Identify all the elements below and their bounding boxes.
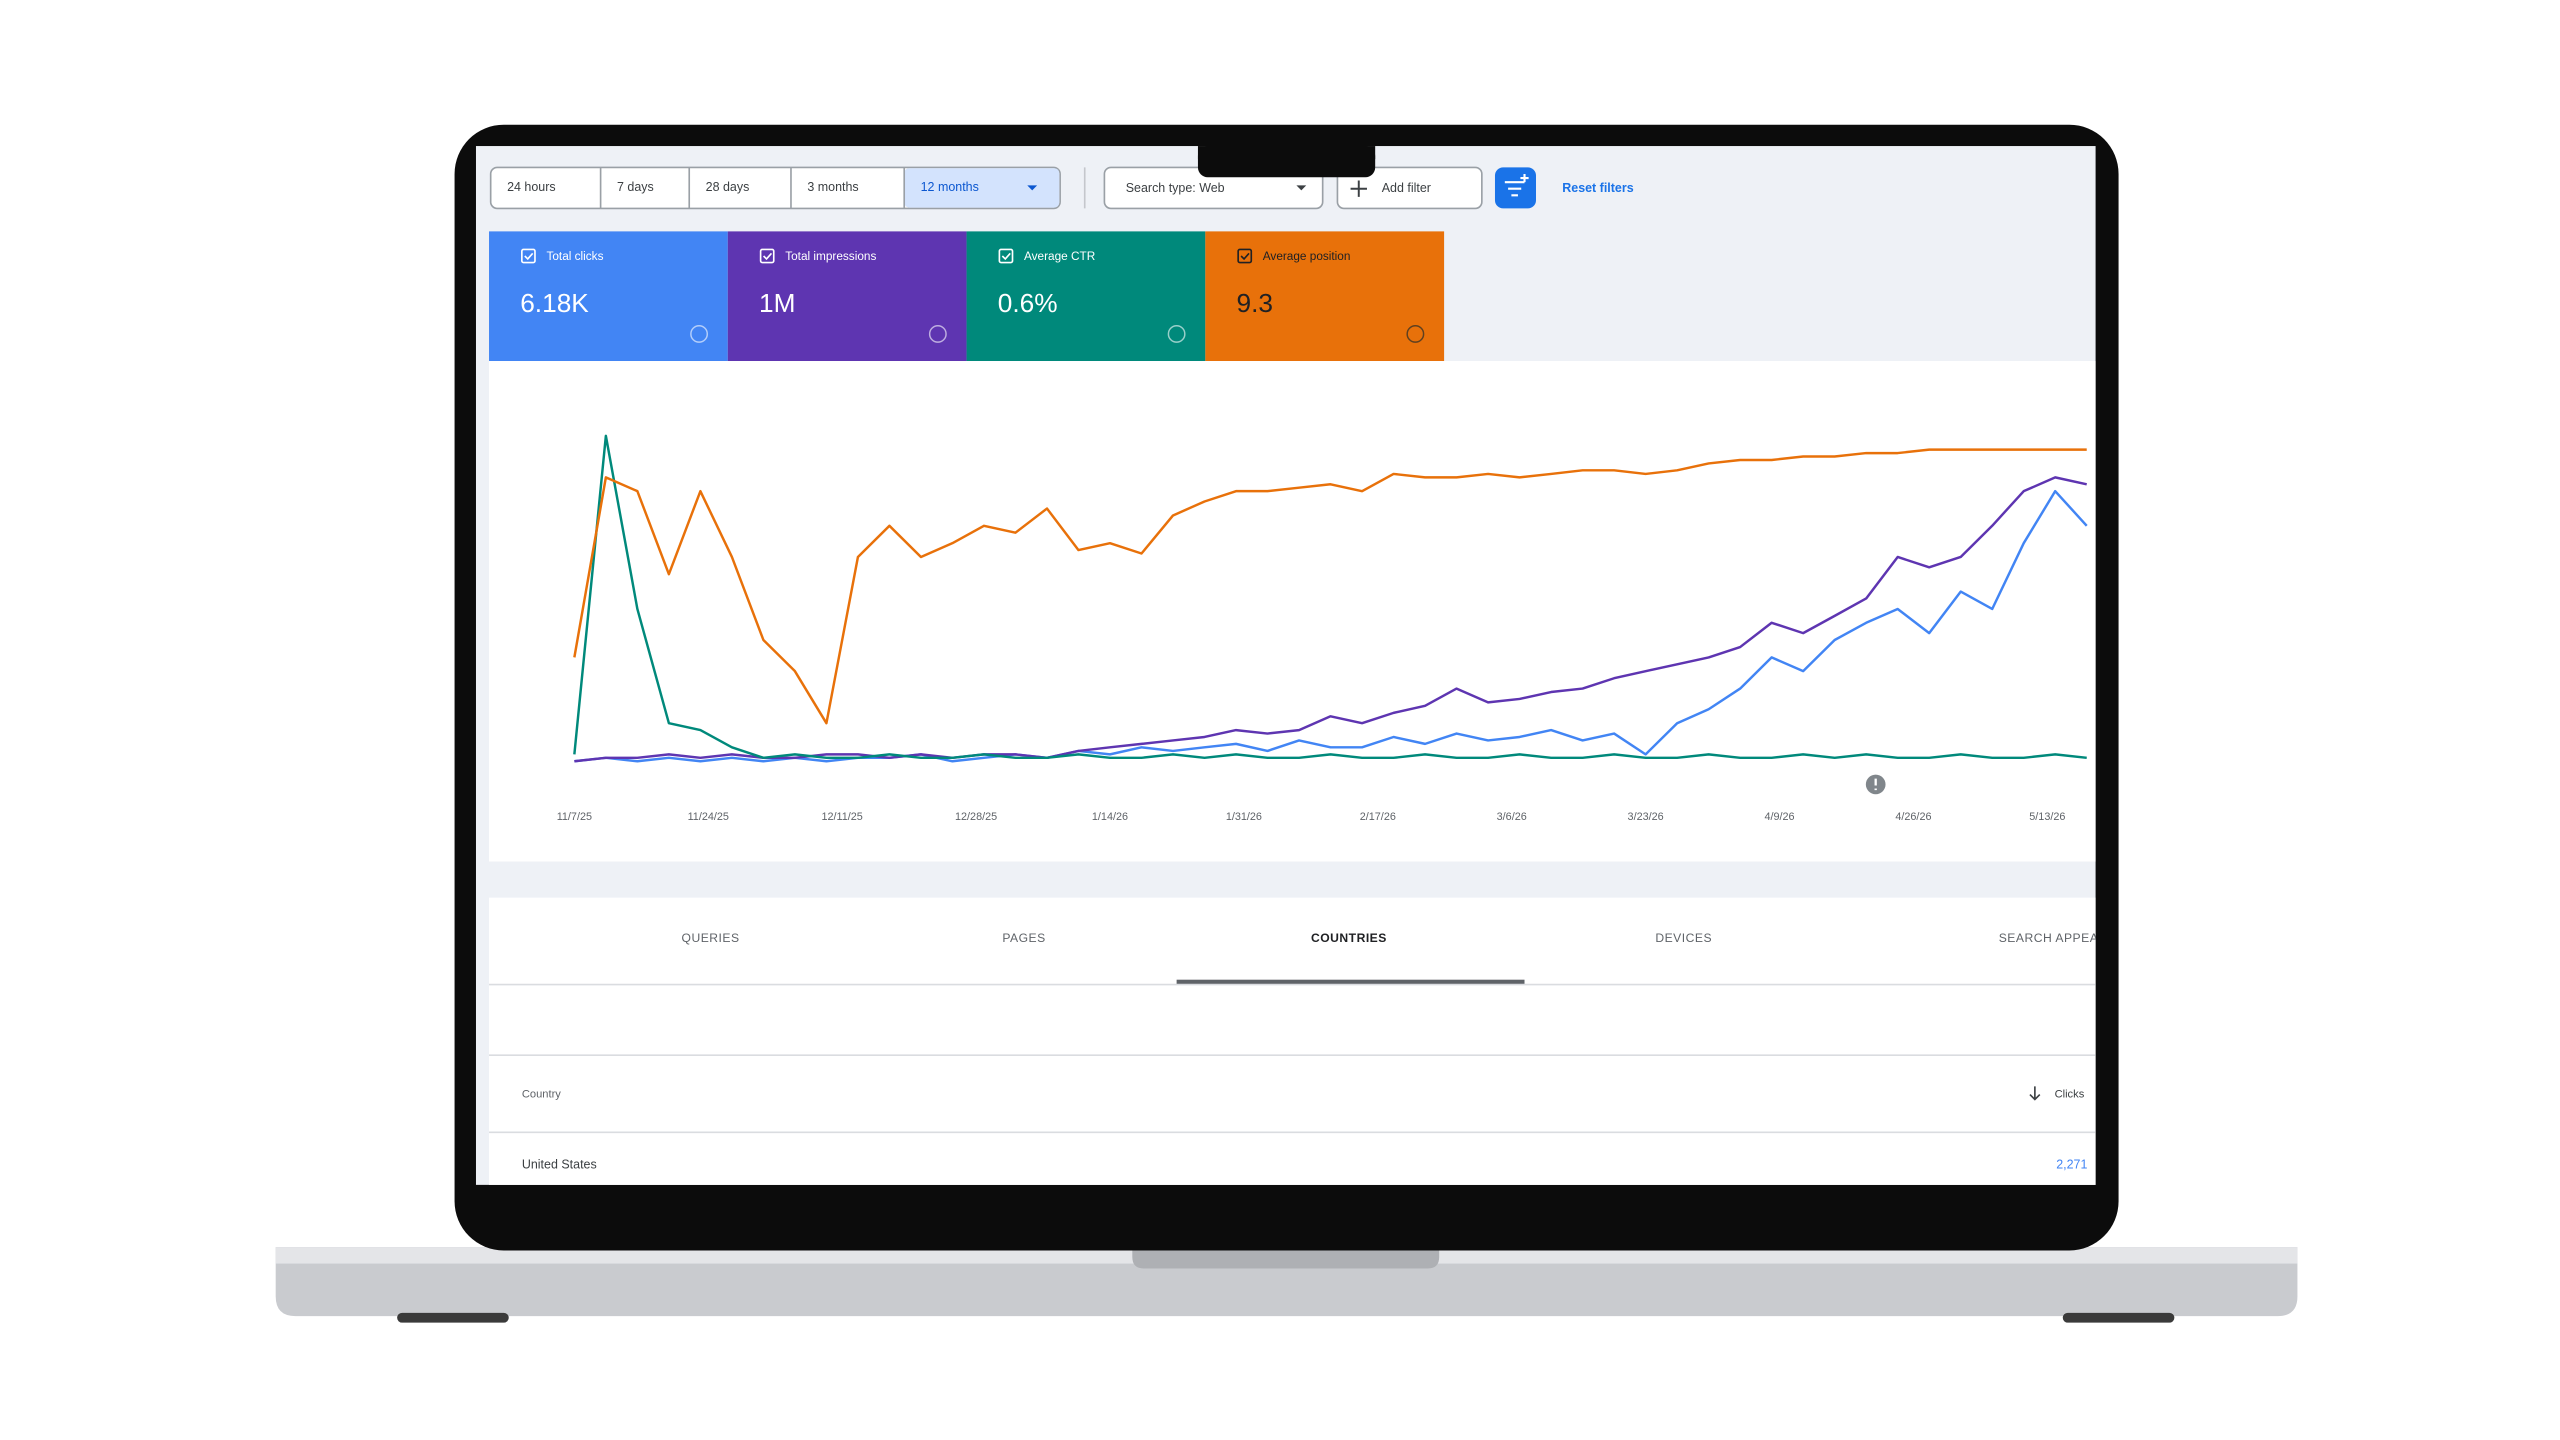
column-header[interactable]: Clicks — [2055, 1089, 2085, 1101]
tab[interactable]: DEVICES — [1655, 931, 1712, 945]
chart-panel — [489, 361, 2096, 862]
metric-label: Average CTR — [1024, 249, 1095, 263]
checkmark — [762, 252, 773, 261]
series-line — [573, 434, 2087, 760]
table-cell: United States — [522, 1157, 597, 1171]
tab-indicator — [1176, 979, 1525, 985]
camera-notch-top — [1197, 146, 1376, 160]
laptop-base — [275, 1247, 2298, 1317]
sort-arrow — [2029, 1086, 2041, 1101]
x-tick-label: 11/24/25 — [688, 811, 729, 823]
plus-icon — [1350, 180, 1367, 197]
x-tick-label: 11/7/25 — [557, 811, 592, 823]
range-option[interactable]: 3 months — [807, 180, 858, 194]
x-tick-label: 1/31/26 — [1226, 811, 1262, 823]
range-option[interactable]: 12 months — [921, 180, 979, 194]
reset-filters[interactable]: Reset filters — [1562, 181, 1633, 195]
filter-icon — [1504, 173, 1529, 197]
help-icon — [928, 325, 947, 343]
series-line — [573, 448, 2087, 725]
range-group: 24 hours 7 days 28 days 3 months 12 months — [489, 166, 1061, 210]
x-tick-label: 4/26/26 — [1895, 811, 1931, 823]
checkmark — [524, 252, 534, 261]
metric-label: Total clicks — [546, 249, 603, 263]
column-header: Country — [522, 1089, 561, 1101]
metric-value: 0.6% — [998, 288, 1058, 318]
help-icon — [690, 325, 709, 343]
chart: 11/7/25 11/24/25 12/11/25 12/28/25 1/14/26 1/… — [557, 434, 2088, 823]
table-cell: 2,271 — [2056, 1157, 2087, 1171]
range-option[interactable]: 7 days — [617, 180, 654, 194]
x-tick-label: 1/14/26 — [1092, 811, 1128, 823]
metric-label: Average position — [1263, 249, 1351, 263]
table-panel — [489, 897, 2096, 1185]
x-tick-label: 2/17/26 — [1360, 811, 1396, 823]
checkmark — [1240, 252, 1250, 261]
metric-card[interactable] — [1205, 231, 1445, 362]
checkbox — [521, 248, 536, 264]
range-option[interactable]: 24 hours — [507, 180, 556, 194]
metric-card[interactable] — [727, 231, 967, 362]
metric-cards: Total clicks 6.18K Total impressions 1M Aver… — [489, 231, 1445, 362]
x-tick-label: 12/28/25 — [955, 811, 997, 823]
metric-label: Total impressions — [785, 249, 876, 263]
metric-card[interactable] — [489, 231, 728, 362]
tab[interactable]: PAGES — [1002, 931, 1045, 945]
foot — [397, 1312, 509, 1323]
checkbox — [1237, 248, 1253, 264]
tab[interactable]: QUERIES — [682, 931, 740, 945]
screen: 24 hours 7 days 28 days 3 months 12 months S… — [475, 146, 2143, 1185]
checkmark — [1001, 252, 1011, 261]
tabs: QUERIES PAGES COUNTRIES DEVICES SEARCH APPEA… — [682, 931, 2143, 985]
x-tick-label: 4/9/26 — [1764, 811, 1794, 823]
checkbox — [759, 248, 775, 264]
metric-card[interactable] — [966, 231, 1206, 362]
checkbox — [998, 248, 1014, 264]
range-option[interactable]: 28 days — [706, 180, 750, 194]
dropdown-arrow — [1027, 185, 1038, 191]
metric-value: 1M — [759, 288, 795, 318]
base-notch — [1132, 1247, 1440, 1269]
tab[interactable]: SEARCH APPEARANCE — [1999, 931, 2143, 945]
foot — [2062, 1312, 2175, 1323]
dropdown-arrow — [1296, 185, 1307, 191]
add-filter-button[interactable] — [1336, 166, 1483, 210]
search-type-label[interactable]: Search type: Web — [1126, 181, 1225, 195]
x-tick-label: 12/11/25 — [821, 811, 862, 823]
x-tick-label: 3/6/26 — [1497, 811, 1527, 823]
metric-value: 6.18K — [520, 288, 589, 318]
series-line — [574, 489, 2088, 763]
range-selected — [904, 168, 1060, 208]
metric-value: 9.3 — [1237, 288, 1274, 318]
series-line — [574, 476, 2087, 763]
x-tick-label: 3/23/26 — [1628, 811, 1664, 823]
help-icon — [1406, 325, 1425, 343]
help-icon — [1167, 325, 1186, 343]
tab[interactable]: COUNTRIES — [1311, 931, 1387, 945]
x-tick-label: 5/13/26 — [2029, 811, 2065, 823]
add-filter-label[interactable]: Add filter — [1382, 181, 1431, 195]
